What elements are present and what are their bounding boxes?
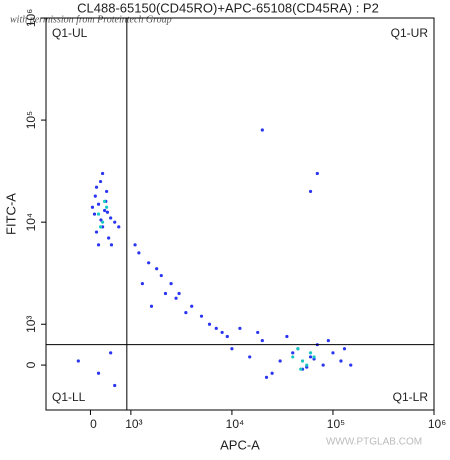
dot xyxy=(184,311,188,315)
dot xyxy=(107,236,111,240)
dot xyxy=(238,326,242,330)
dot xyxy=(109,216,113,220)
dot xyxy=(113,220,117,224)
x-tick-label: 10⁶ xyxy=(428,417,446,431)
dot xyxy=(321,363,325,367)
x-tick-label: 10⁵ xyxy=(327,417,345,431)
dot xyxy=(93,194,97,198)
dot xyxy=(109,351,113,355)
x-tick-label: 10⁴ xyxy=(226,417,245,431)
dot xyxy=(149,304,154,308)
quadrant-label: Q1-LR xyxy=(393,390,429,404)
dot xyxy=(308,351,313,355)
quadrant-label: Q1-UR xyxy=(391,26,429,40)
dot xyxy=(159,273,163,278)
dot xyxy=(349,363,353,367)
dot xyxy=(105,205,109,209)
dot xyxy=(225,334,229,339)
dot xyxy=(100,220,105,224)
dot xyxy=(98,179,103,184)
dot xyxy=(117,225,121,229)
dot xyxy=(256,330,260,335)
dot xyxy=(105,189,109,194)
dot xyxy=(169,282,173,286)
dot xyxy=(98,225,103,229)
dot xyxy=(96,202,101,206)
dot xyxy=(230,347,234,351)
dot xyxy=(76,359,80,363)
dot xyxy=(308,355,313,359)
y-tick-label: 10⁴ xyxy=(24,213,38,232)
quadrant-label: Q1-UL xyxy=(52,26,88,40)
y-tick-label: 0 xyxy=(24,361,38,368)
dot xyxy=(305,363,309,367)
dot xyxy=(278,359,282,363)
dot xyxy=(296,347,300,351)
dot xyxy=(96,371,101,375)
dot xyxy=(96,212,101,216)
dot xyxy=(291,355,295,359)
x-axis-label: APC-A xyxy=(220,437,260,452)
plot-frame xyxy=(45,17,435,411)
dot xyxy=(103,208,107,213)
dot xyxy=(308,189,313,194)
dot xyxy=(315,171,319,176)
dot xyxy=(264,375,269,379)
y-tick-label: 10³ xyxy=(24,316,38,333)
y-axis-label: FITC-A xyxy=(3,193,18,235)
x-tick-label: 0 xyxy=(90,417,97,431)
dot xyxy=(155,267,159,271)
dot xyxy=(140,282,144,286)
dot xyxy=(94,230,99,234)
dot xyxy=(285,334,289,339)
x-tick-label: 10³ xyxy=(125,417,142,431)
footer: WWW.PTGLAB.COM xyxy=(326,437,422,448)
dot xyxy=(96,243,101,247)
dot xyxy=(190,304,194,308)
dot xyxy=(299,367,303,371)
dot xyxy=(113,383,117,388)
y-tick-label: 10⁵ xyxy=(24,111,38,129)
chart-title: CL488-65150(CD45RO)+APC-65108(CD45RA) : … xyxy=(77,0,379,15)
dot xyxy=(300,359,305,363)
dot xyxy=(326,338,330,343)
dot xyxy=(100,171,105,176)
watermark: with permission from Proteintech Group xyxy=(10,14,172,25)
dot xyxy=(270,371,274,375)
dot xyxy=(133,243,137,247)
dot xyxy=(312,355,316,359)
dot xyxy=(137,251,141,255)
dot xyxy=(174,296,178,300)
dot xyxy=(342,347,347,351)
dot xyxy=(214,326,218,330)
dot xyxy=(163,291,168,296)
dot xyxy=(109,243,114,247)
dot xyxy=(207,322,212,326)
dot xyxy=(103,199,107,203)
dot xyxy=(260,128,264,132)
dot xyxy=(199,314,204,318)
dot xyxy=(339,359,343,363)
dot xyxy=(105,210,110,214)
dot xyxy=(147,261,151,265)
dot xyxy=(331,351,335,355)
dot xyxy=(177,291,181,296)
dot xyxy=(90,205,95,209)
dot xyxy=(220,330,224,335)
quadrant-label: Q1-LL xyxy=(52,390,86,404)
dot xyxy=(248,355,252,359)
dot xyxy=(260,338,264,343)
y-tick-label: 10⁶ xyxy=(24,9,38,27)
dot xyxy=(291,351,295,355)
dot xyxy=(92,212,97,216)
dot xyxy=(94,185,99,189)
